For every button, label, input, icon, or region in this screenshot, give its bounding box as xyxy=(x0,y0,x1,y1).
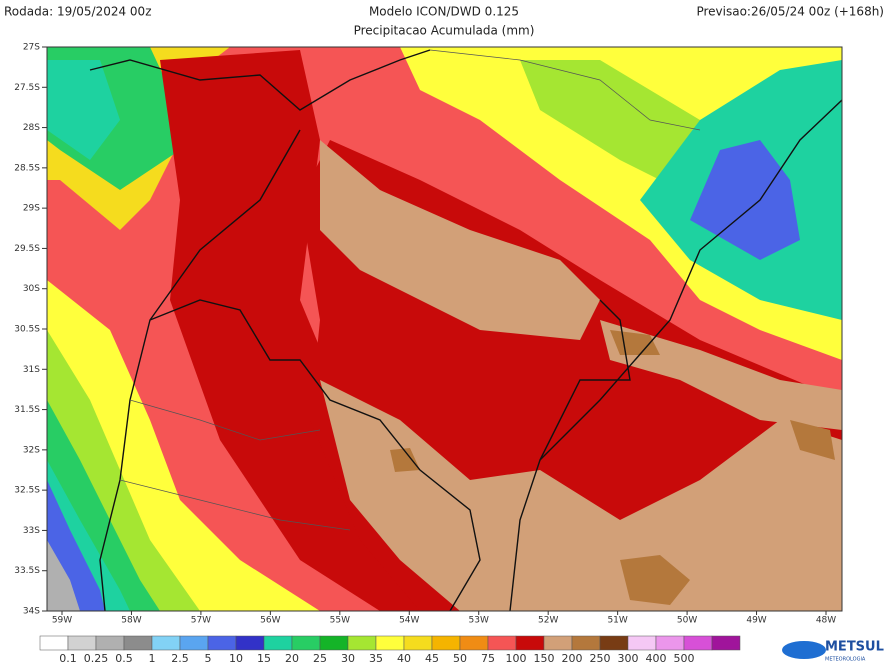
colorbar-label: 200 xyxy=(562,652,583,665)
colorbar-swatch xyxy=(571,635,601,651)
colorbar-label: 0.1 xyxy=(59,652,77,665)
logo: METSUL METEOROLOGIA xyxy=(782,640,884,663)
colorbar-label: 20 xyxy=(285,652,299,665)
colorbar-swatch xyxy=(319,635,349,651)
lat-label: 29S xyxy=(23,204,40,214)
run-label: Rodada: 19/05/2024 00z xyxy=(4,5,152,19)
colorbar-swatch xyxy=(515,635,545,651)
colorbar-swatch xyxy=(151,635,181,651)
colorbar-label: 250 xyxy=(590,652,611,665)
logo-tagline: METEOROLOGIA xyxy=(825,657,866,663)
colorbar-label: 0.25 xyxy=(84,652,109,665)
colorbar-label: 30 xyxy=(341,652,355,665)
lon-label: 53W xyxy=(469,616,489,626)
colorbar-swatch xyxy=(123,635,153,651)
lon-label: 49W xyxy=(746,616,766,626)
lon-label: 58W xyxy=(121,616,141,626)
colorbar-swatch xyxy=(655,635,685,651)
colorbar-swatch xyxy=(207,635,237,651)
colorbar-swatch xyxy=(235,635,265,651)
colorbar-label: 100 xyxy=(506,652,527,665)
lat-label: 30.5S xyxy=(14,325,40,335)
lon-label: 55W xyxy=(330,616,350,626)
colorbar-swatch xyxy=(179,635,209,651)
logo-globe xyxy=(782,641,826,659)
lat-label: 29.5S xyxy=(14,244,40,254)
colorbar-label: 1 xyxy=(149,652,156,665)
colorbar-label: 15 xyxy=(257,652,271,665)
lat-label: 27.5S xyxy=(14,83,40,93)
lat-label: 27S xyxy=(23,43,40,53)
colorbar-label: 400 xyxy=(646,652,667,665)
colorbar-label: 300 xyxy=(618,652,639,665)
colorbar-label: 50 xyxy=(453,652,467,665)
lat-label: 28.5S xyxy=(14,163,40,173)
colorbar-swatch xyxy=(263,635,293,651)
colorbar-label: 75 xyxy=(481,652,495,665)
colorbar-label: 45 xyxy=(425,652,439,665)
colorbar-swatch xyxy=(39,635,69,651)
forecast-label: Previsao:26/05/24 00z (+168h) xyxy=(696,5,884,19)
colorbar-swatch xyxy=(291,635,321,651)
colorbar-swatch xyxy=(627,635,657,651)
lon-label: 48W xyxy=(816,616,836,626)
model-label: Modelo ICON/DWD 0.125 xyxy=(369,5,519,19)
lon-label: 56W xyxy=(260,616,280,626)
lat-label: 31S xyxy=(23,365,40,375)
lat-label: 28S xyxy=(23,123,40,133)
lat-label: 32.5S xyxy=(14,486,40,496)
lat-label: 30S xyxy=(23,284,40,294)
colorbar-label: 25 xyxy=(313,652,327,665)
colorbar-swatch xyxy=(375,635,405,651)
lon-label: 52W xyxy=(538,616,558,626)
lon-label: 51W xyxy=(607,616,627,626)
colorbar-swatch xyxy=(487,635,517,651)
lon-label: 57W xyxy=(191,616,211,626)
colorbar-label: 40 xyxy=(397,652,411,665)
colorbar-label: 0.5 xyxy=(115,652,133,665)
colorbar-label: 2.5 xyxy=(171,652,189,665)
colorbar-swatch xyxy=(67,635,97,651)
logo-name: METSUL xyxy=(825,640,884,655)
colorbar-label: 5 xyxy=(205,652,212,665)
lat-label: 32S xyxy=(23,445,40,455)
colorbar-swatch xyxy=(403,635,433,651)
lat-label: 33S xyxy=(23,526,40,536)
lat-label: 34S xyxy=(23,607,40,617)
colorbar-swatch xyxy=(347,635,377,651)
colorbar-label: 10 xyxy=(229,652,243,665)
lon-label: 59W xyxy=(52,616,72,626)
colorbar-swatch xyxy=(683,635,713,651)
precip-field xyxy=(47,47,842,611)
colorbar-swatch xyxy=(95,635,125,651)
lat-label: 31.5S xyxy=(14,405,40,415)
colorbar-swatch xyxy=(459,635,489,651)
product-label: Precipitacao Acumulada (mm) xyxy=(354,24,535,38)
colorbar-swatch xyxy=(711,635,741,651)
colorbar-swatch xyxy=(431,635,461,651)
colorbar-label: 35 xyxy=(369,652,383,665)
colorbar-label: 150 xyxy=(534,652,555,665)
lon-label: 54W xyxy=(399,616,419,626)
lon-label: 50W xyxy=(677,616,697,626)
colorbar-swatch xyxy=(599,635,629,651)
lat-label: 33.5S xyxy=(14,566,40,576)
colorbar-label: 500 xyxy=(674,652,695,665)
colorbar-swatch xyxy=(543,635,573,651)
